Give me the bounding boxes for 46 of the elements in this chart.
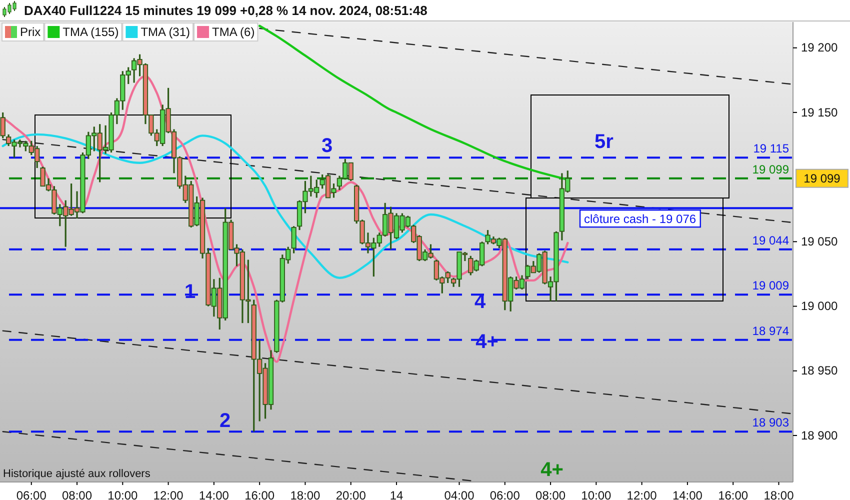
annotation: 4 — [474, 291, 486, 313]
y-tick-label: 19 050 — [801, 234, 838, 249]
y-tick-label: 19 200 — [801, 40, 838, 55]
x-tick-label: 10:00 — [581, 488, 612, 500]
x-tick-label: 08:00 — [536, 488, 566, 500]
candlestick — [0, 112, 6, 140]
annotation: 5r — [594, 131, 614, 153]
y-tick-label: 19 150 — [801, 105, 838, 120]
x-tick-label: 14:00 — [672, 488, 703, 500]
x-tick-label: 18:00 — [764, 488, 794, 500]
x-tick-label: 18:00 — [290, 488, 321, 500]
annotation: Historique ajusté aux rollovers — [3, 468, 151, 480]
candlestick — [291, 225, 296, 254]
x-tick-label: 14 — [390, 488, 404, 500]
x-tick-label: 12:00 — [626, 488, 658, 500]
legend-label: TMA (6) — [212, 25, 255, 39]
x-tick-label: 20:00 — [336, 488, 366, 500]
annotation: 4+ — [540, 459, 564, 481]
x-tick-label: 08:00 — [62, 488, 92, 500]
annotation: 4+ — [476, 331, 498, 353]
legend-label: Prix — [20, 25, 41, 39]
x-tick-label: 06:00 — [16, 488, 47, 500]
y-tick-label: 18 950 — [801, 364, 838, 378]
x-tick-label: 10:00 — [108, 488, 138, 500]
x-tick-label: 14:00 — [198, 488, 230, 500]
chart-title: DAX40 Full1224 15 minutes 19 099 +0,28 % 14 nov. 2024, 08:51:48 — [24, 3, 428, 18]
ref-line-label: 19 044 — [752, 233, 790, 248]
y-tick-label: 19 000 — [801, 299, 838, 314]
ref-line-label: 18 974 — [752, 324, 790, 338]
x-tick-label: 16:00 — [244, 488, 275, 500]
ref-line-label: 19 115 — [753, 142, 790, 156]
text: 19 099 — [804, 171, 841, 186]
annotation: 2 — [219, 410, 231, 432]
ref-line-label: 18 903 — [752, 416, 790, 430]
legend-label: TMA (155) — [62, 25, 119, 39]
y-tick-label: 18 900 — [801, 428, 838, 442]
annotation: 3 — [321, 135, 333, 157]
ref-line-label: 19 009 — [752, 278, 790, 293]
ref-line-label: 19 099 — [752, 162, 790, 176]
x-tick-label: 12:00 — [153, 488, 184, 500]
x-tick-label: 04:00 — [444, 488, 475, 500]
x-tick-label: 16:00 — [718, 488, 748, 500]
ref-line-label: clôture cash - 19 076 — [584, 212, 696, 226]
line-series — [2, 133, 569, 279]
legend-label: TMA (31) — [140, 25, 190, 39]
x-tick-label: 06:00 — [490, 488, 520, 500]
